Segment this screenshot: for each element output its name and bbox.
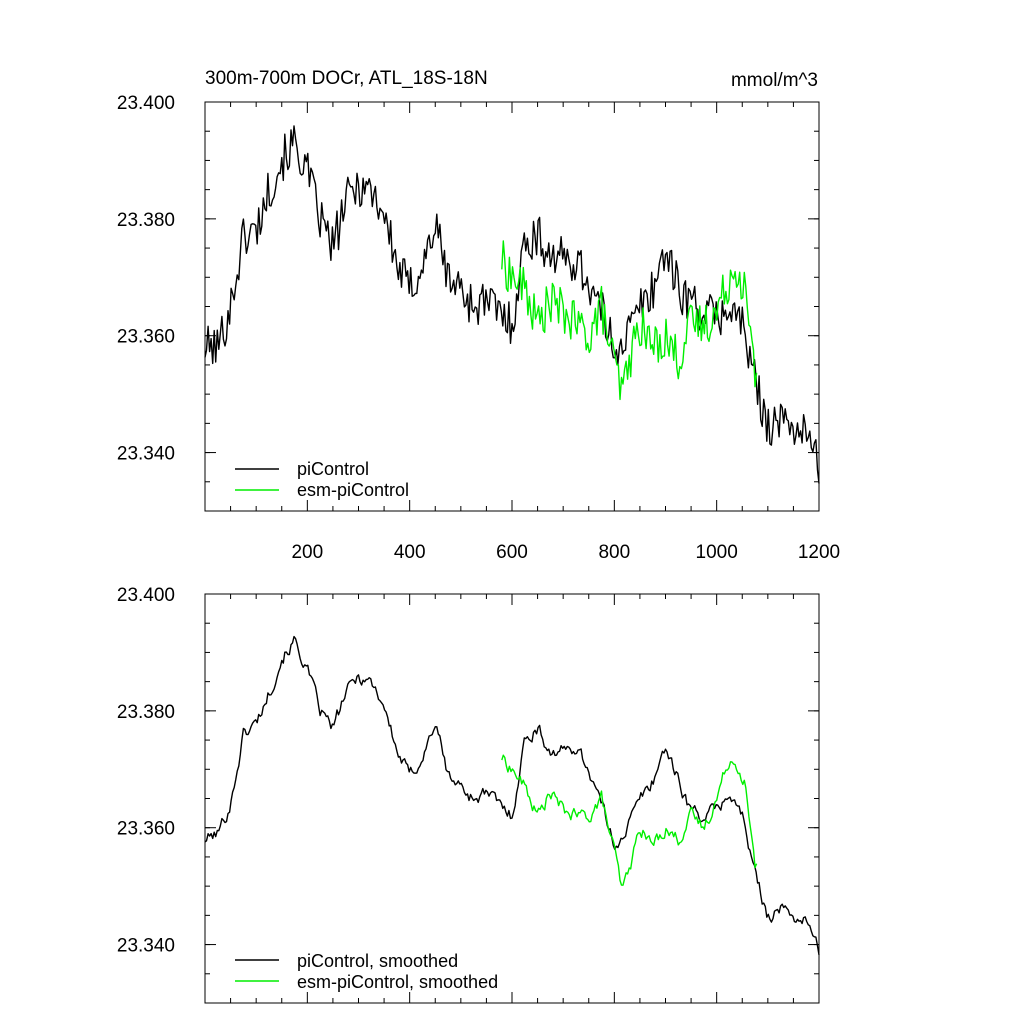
legend-label-picontrol-smoothed: piControl, smoothed [297, 951, 458, 971]
legend: piControl esm-piControl [235, 459, 409, 500]
plot-frame [204, 101, 820, 512]
legend-label-picontrol: piControl [297, 459, 369, 479]
x-tick-label: 400 [394, 542, 426, 563]
axis-ticks [205, 593, 820, 1003]
x-tick-label: 600 [496, 542, 528, 563]
y-tick-label: 23.380 [117, 702, 175, 723]
legend-label-esm-picontrol-smoothed: esm-piControl, smoothed [297, 972, 498, 992]
x-tick-labels: 200 400 600 800 1000 1200 [291, 542, 840, 563]
x-tick-label: 800 [598, 542, 630, 563]
y-tick-labels: 23.340 23.360 23.380 23.400 [117, 93, 175, 465]
x-tick-label: 1000 [696, 542, 738, 563]
y-tick-label: 23.380 [117, 210, 175, 231]
series-line-picontrol-smoothed [204, 635, 820, 956]
plot-frame [204, 593, 820, 1004]
y-tick-label: 23.400 [117, 585, 175, 606]
series-line-esm-picontrol-smoothed [501, 754, 758, 886]
units-label: mmol/m^3 [731, 70, 818, 91]
series-group [204, 635, 820, 956]
y-tick-labels: 23.340 23.360 23.380 23.400 [117, 585, 175, 957]
y-tick-label: 23.400 [117, 93, 175, 114]
legend-label-esm-picontrol: esm-piControl [297, 480, 409, 500]
series-line-picontrol [204, 125, 820, 484]
y-tick-label: 23.340 [117, 444, 175, 465]
panel-raw: 300m-700m DOCr, ATL_18S-18N mmol/m^3 23.… [117, 68, 840, 563]
series-line-esm-picontrol [501, 240, 758, 401]
axis-ticks [205, 101, 820, 511]
y-tick-label: 23.340 [117, 936, 175, 957]
x-tick-label: 1200 [798, 542, 840, 563]
series-group [204, 125, 820, 484]
legend: piControl, smoothed esm-piControl, smoot… [235, 951, 498, 992]
x-tick-label: 200 [291, 542, 323, 563]
y-tick-label: 23.360 [117, 327, 175, 348]
chart-title: 300m-700m DOCr, ATL_18S-18N [205, 68, 488, 89]
y-tick-label: 23.360 [117, 819, 175, 840]
panel-smoothed: 23.340 23.360 23.380 23.400 piControl, smoo… [117, 585, 820, 1004]
